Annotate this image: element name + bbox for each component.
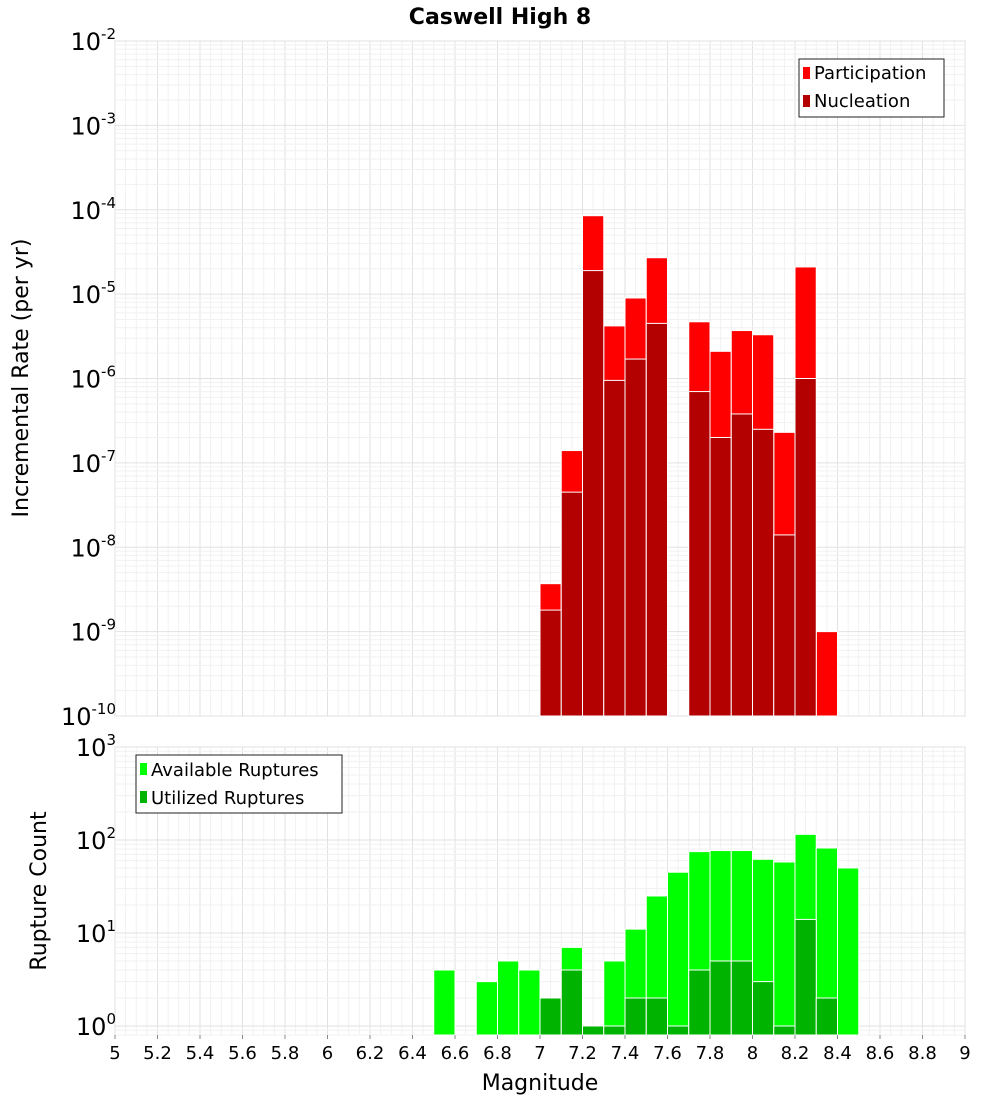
- x-tick-label: 6.6: [441, 1043, 470, 1064]
- x-tick-label: 8: [747, 1043, 758, 1064]
- y-tick-label: 100: [76, 1010, 116, 1041]
- bottom-legend: Available Ruptures Utilized Ruptures: [135, 754, 343, 814]
- x-tick-label: 8.6: [866, 1043, 895, 1064]
- bar-utilized-ruptures: [603, 1025, 626, 1036]
- x-tick-label: 6: [322, 1043, 333, 1064]
- x-tick-label: 5.6: [228, 1043, 257, 1064]
- y-tick-label: 10-7: [70, 447, 116, 478]
- bar-utilized-ruptures: [624, 997, 647, 1036]
- bar-utilized-ruptures: [645, 997, 668, 1036]
- bar-available-ruptures: [667, 871, 690, 1036]
- bar-available-ruptures: [475, 981, 498, 1036]
- x-tick-label: 7.4: [611, 1043, 640, 1064]
- y-tick-label: 10-2: [70, 25, 116, 56]
- x-tick-label: 7: [534, 1043, 545, 1064]
- legend-label-available: Available Ruptures: [151, 760, 319, 781]
- x-tick-label: 5.4: [186, 1043, 215, 1064]
- top-panel: 10-10 10-9 10-8 10-7 10-6 10-5 10-4 10-3 10-2 In…: [9, 25, 966, 731]
- x-tick-label: 7.6: [653, 1043, 682, 1064]
- bottom-panel: 100 101 102 103 5 5.2 5.4 5.6 5.8 6 6.2 6.4 6.6 6.8 7…: [27, 731, 971, 1096]
- y-tick-label: 101: [76, 917, 116, 948]
- bar-available-ruptures: [497, 960, 520, 1036]
- top-y-tick-labels: 10-10 10-9 10-8 10-7 10-6 10-5 10-4 10-3 10-2: [61, 25, 116, 731]
- chart-title: Caswell High 8: [409, 5, 591, 30]
- x-tick-label: 5.2: [143, 1043, 172, 1064]
- y-tick-label: 103: [76, 731, 116, 762]
- legend-swatch-available: [140, 763, 147, 775]
- bar-utilized-ruptures: [752, 981, 775, 1036]
- bar-nucleation: [688, 391, 711, 717]
- bar-utilized-ruptures: [688, 969, 711, 1036]
- x-tick-label: 6.2: [356, 1043, 385, 1064]
- y-tick-label: 102: [76, 824, 116, 855]
- bottom-y-axis-label: Rupture Count: [27, 811, 52, 971]
- bottom-y-tick-labels: 100 101 102 103: [76, 731, 116, 1041]
- bar-nucleation: [582, 270, 605, 717]
- y-tick-label: 10-6: [70, 363, 116, 394]
- bar-nucleation: [560, 491, 583, 717]
- bar-utilized-ruptures: [815, 997, 838, 1036]
- x-axis-label: Magnitude: [482, 1071, 599, 1096]
- top-legend: Participation Nucleation: [798, 58, 945, 118]
- bar-available-ruptures: [773, 861, 796, 1036]
- bar-nucleation: [794, 378, 817, 717]
- x-tick-label: 7.8: [696, 1043, 725, 1064]
- bar-utilized-ruptures: [667, 1025, 690, 1036]
- x-tick-label: 5.8: [271, 1043, 300, 1064]
- bar-available-ruptures: [433, 969, 456, 1036]
- bar-nucleation: [773, 534, 796, 717]
- bar-utilized-ruptures: [709, 960, 732, 1036]
- x-tick-label: 6.8: [483, 1043, 512, 1064]
- x-tick-label: 8.8: [908, 1043, 937, 1064]
- y-tick-label: 10-4: [70, 194, 116, 225]
- legend-label-nucleation: Nucleation: [814, 91, 910, 112]
- bar-utilized-ruptures: [794, 918, 817, 1036]
- bar-nucleation: [709, 436, 732, 717]
- bar-nucleation: [730, 413, 753, 717]
- bar-utilized-ruptures: [560, 969, 583, 1036]
- bar-utilized-ruptures: [582, 1025, 605, 1036]
- bar-nucleation: [624, 358, 647, 717]
- x-tick-label: 6.4: [398, 1043, 427, 1064]
- x-tick-label: 8.4: [823, 1043, 852, 1064]
- x-tick-labels: 5 5.2 5.4 5.6 5.8 6 6.2 6.4 6.6 6.8 7 7.2 7.4 7.6 7.8 8…: [109, 1035, 971, 1064]
- bar-utilized-ruptures: [773, 1025, 796, 1036]
- y-tick-label: 10-5: [70, 278, 116, 309]
- y-tick-label: 10-10: [61, 700, 116, 731]
- bar-utilized-ruptures: [539, 997, 562, 1036]
- y-tick-label: 10-3: [70, 109, 116, 140]
- legend-swatch-participation: [803, 67, 810, 79]
- top-gridlines: [114, 40, 966, 717]
- bar-available-ruptures: [603, 960, 626, 1036]
- legend-label-participation: Participation: [814, 63, 926, 84]
- bar-participation: [815, 631, 838, 717]
- bar-utilized-ruptures: [730, 960, 753, 1036]
- top-y-axis-label: Incremental Rate (per yr): [9, 239, 34, 518]
- x-tick-label: 8.2: [781, 1043, 810, 1064]
- x-tick-label: 7.2: [568, 1043, 597, 1064]
- bottom-legend-box: [135, 754, 343, 814]
- y-tick-label: 10-8: [70, 531, 116, 562]
- top-bars: [539, 215, 838, 717]
- legend-swatch-nucleation: [803, 95, 810, 107]
- legend-swatch-utilized: [140, 791, 147, 803]
- bar-nucleation: [752, 428, 775, 717]
- legend-label-utilized: Utilized Ruptures: [151, 788, 304, 809]
- x-tick-label: 9: [959, 1043, 970, 1064]
- bottom-bars: [433, 833, 860, 1036]
- x-tick-label: 5: [109, 1043, 120, 1064]
- bar-available-ruptures: [518, 969, 541, 1036]
- bar-nucleation: [539, 609, 562, 717]
- bar-available-ruptures: [837, 867, 860, 1036]
- bar-nucleation: [603, 379, 626, 717]
- bar-nucleation: [645, 322, 668, 717]
- top-legend-box: [798, 58, 945, 118]
- y-tick-label: 10-9: [70, 616, 116, 647]
